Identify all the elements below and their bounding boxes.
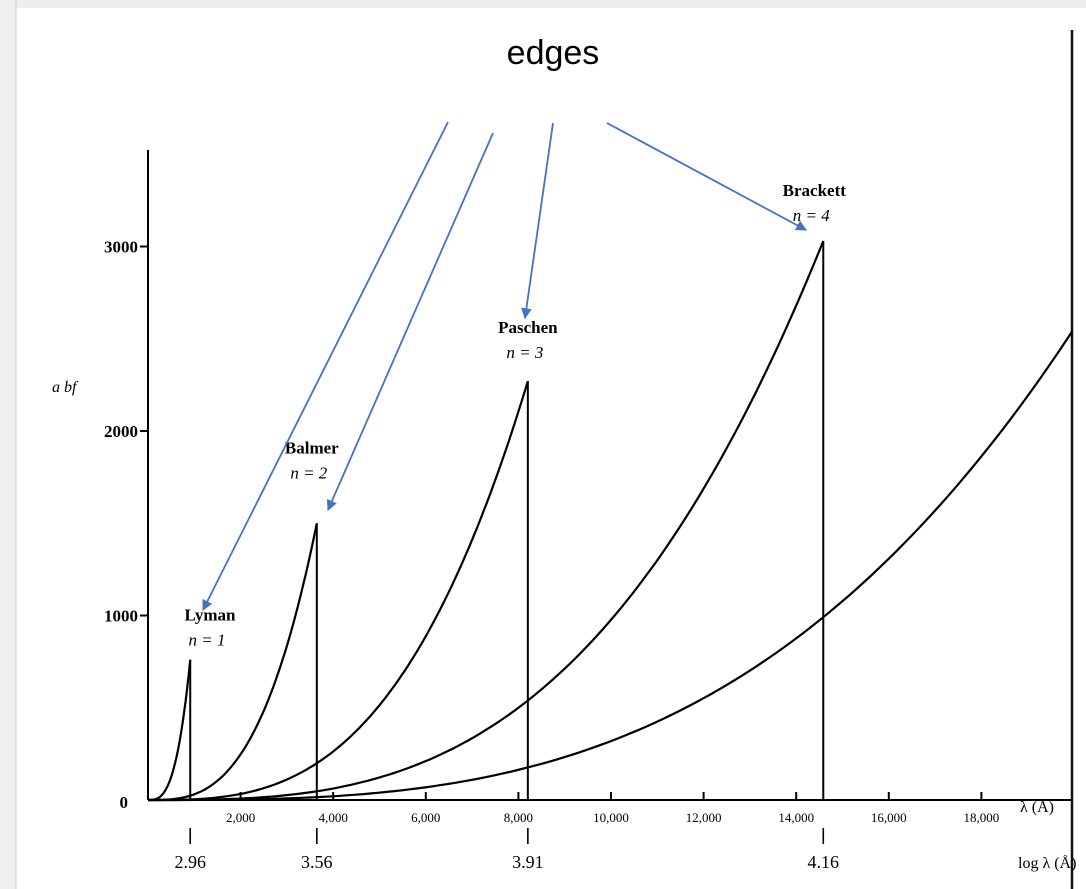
series-label-paschen: Paschen <box>498 318 558 337</box>
x-tick-label: 14,000 <box>778 810 814 825</box>
x-tick-label: 4,000 <box>319 810 348 825</box>
x-tick-label: 18,000 <box>964 810 1000 825</box>
series-n-label-brackett: n = 4 <box>793 206 830 225</box>
series-curve-balmer <box>148 523 318 802</box>
arrow-to-paschen <box>521 122 554 320</box>
series-n-label-lyman: n = 1 <box>189 631 226 650</box>
arrow-to-lyman <box>202 121 449 611</box>
log-tick-label: 4.16 <box>808 852 840 872</box>
x-tick-label: 2,000 <box>226 810 255 825</box>
y-tick-label: 1000 <box>104 607 138 626</box>
annotation-arrows <box>202 121 807 611</box>
log-tick-label: 3.91 <box>512 852 544 872</box>
series-curve-continuum <box>148 331 1073 802</box>
y-tick-label: 3000 <box>104 238 138 257</box>
series-curve-paschen <box>148 380 529 802</box>
series-n-label-balmer: n = 2 <box>290 463 327 482</box>
y-tick-label: 2000 <box>104 422 138 441</box>
arrow-to-balmer <box>326 132 494 511</box>
x-tick-label: 6,000 <box>411 810 440 825</box>
x-tick-label: 8,000 <box>504 810 533 825</box>
y-tick-label: 0 <box>120 793 129 812</box>
series-label-lyman: Lyman <box>184 606 236 625</box>
series-label-balmer: Balmer <box>285 438 339 457</box>
x-tick-label: 10,000 <box>593 810 629 825</box>
x-axis-label: λ (Å) <box>1020 798 1054 816</box>
plot-area: a bf λ (Å) log λ (Å) 0 1000 2000 3000 2,000… <box>52 150 1076 872</box>
x2-axis-label: log λ (Å) <box>1018 854 1076 872</box>
log-tick-label: 2.96 <box>174 852 206 872</box>
series-curve-brackett <box>148 240 825 802</box>
annotation-label: edges <box>507 34 600 72</box>
x-tick-label: 12,000 <box>686 810 722 825</box>
arrow-to-brackett <box>606 122 807 231</box>
log-tick-label: 3.56 <box>301 852 333 872</box>
series-n-label-paschen: n = 3 <box>506 343 543 362</box>
y-axis-label: a bf <box>52 379 79 396</box>
x-tick-label: 16,000 <box>871 810 907 825</box>
series-label-brackett: Brackett <box>783 181 847 200</box>
